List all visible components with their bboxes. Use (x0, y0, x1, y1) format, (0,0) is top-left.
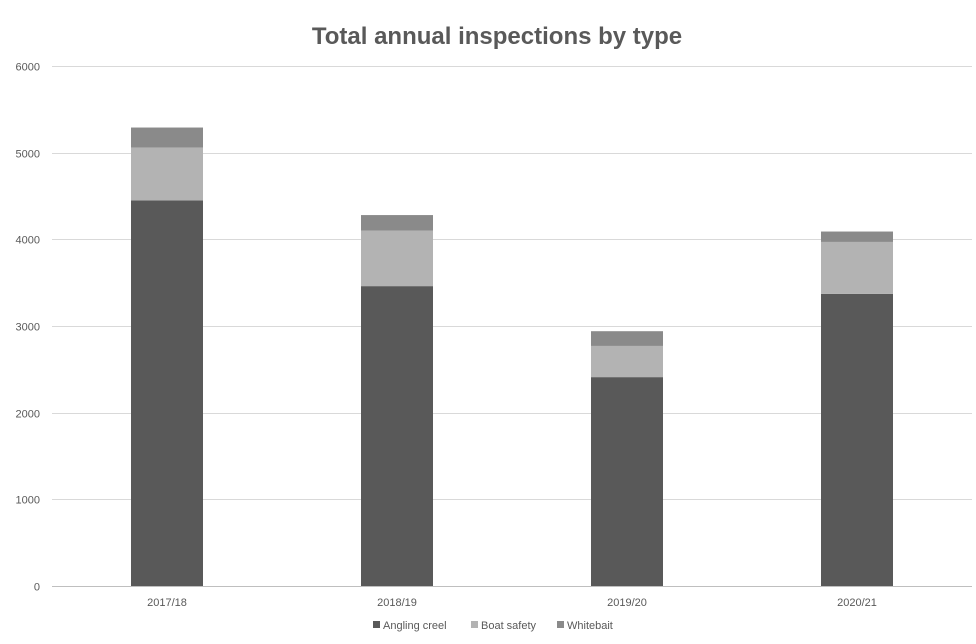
legend-swatch-angling-creel (373, 621, 380, 628)
bar-boat-safety-2018-19 (361, 230, 433, 287)
bar-whitebait-2020-21 (821, 231, 893, 242)
legend-label: Angling creel (383, 620, 447, 632)
x-tick-label: 2019/20 (607, 597, 647, 609)
chart-title: Total annual inspections by type (312, 23, 682, 50)
bar-angling-creel-2019-20 (591, 377, 663, 586)
x-tick-label: 2020/21 (837, 597, 877, 609)
y-tick-label: 5000 (16, 149, 40, 161)
bar-angling-creel-2017-18 (131, 200, 203, 587)
y-tick-label: 6000 (16, 62, 40, 74)
x-axis-ticks: 2017/18 2018/19 2019/20 2020/21 (147, 597, 877, 609)
legend-swatch-boat-safety (471, 621, 478, 628)
bar-boat-safety-2017-18 (131, 147, 203, 201)
bars (131, 127, 893, 587)
legend: Angling creel Boat safety Whitebait (373, 620, 613, 632)
bar-whitebait-2018-19 (361, 215, 433, 231)
gridlines (52, 66, 972, 587)
legend-label: Whitebait (567, 620, 613, 632)
y-tick-label: 4000 (16, 235, 40, 247)
bar-whitebait-2019-20 (591, 331, 663, 346)
bar-angling-creel-2018-19 (361, 286, 433, 586)
bar-boat-safety-2019-20 (591, 345, 663, 378)
legend-label: Boat safety (481, 620, 537, 632)
bar-angling-creel-2020-21 (821, 293, 893, 586)
legend-swatch-whitebait (557, 621, 564, 628)
bar-boat-safety-2020-21 (821, 241, 893, 294)
y-tick-label: 0 (34, 582, 40, 594)
x-tick-label: 2018/19 (377, 597, 417, 609)
bar-whitebait-2017-18 (131, 127, 203, 148)
y-tick-label: 1000 (16, 495, 40, 507)
y-axis-ticks: 0 1000 2000 3000 4000 5000 6000 (16, 62, 40, 594)
y-tick-label: 3000 (16, 322, 40, 334)
x-tick-label: 2017/18 (147, 597, 187, 609)
y-tick-label: 2000 (16, 409, 40, 421)
